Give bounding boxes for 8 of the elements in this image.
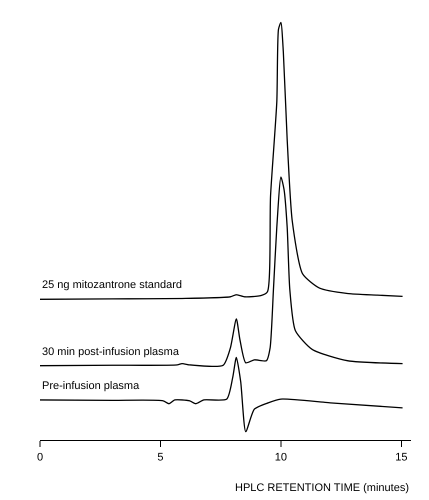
series-label: 25 ng mitozantrone standard bbox=[42, 279, 182, 291]
x-tick-label: 15 bbox=[395, 451, 408, 464]
x-tick-label: 0 bbox=[36, 451, 44, 464]
series-label: Pre-infusion plasma bbox=[42, 380, 140, 392]
series-label: 30 min post-infusion plasma bbox=[42, 346, 180, 358]
x-tick-label: 5 bbox=[157, 451, 164, 464]
x-tick-label: 10 bbox=[274, 451, 288, 464]
x-axis-title: HPLC RETENTION TIME (minutes) bbox=[235, 482, 409, 494]
